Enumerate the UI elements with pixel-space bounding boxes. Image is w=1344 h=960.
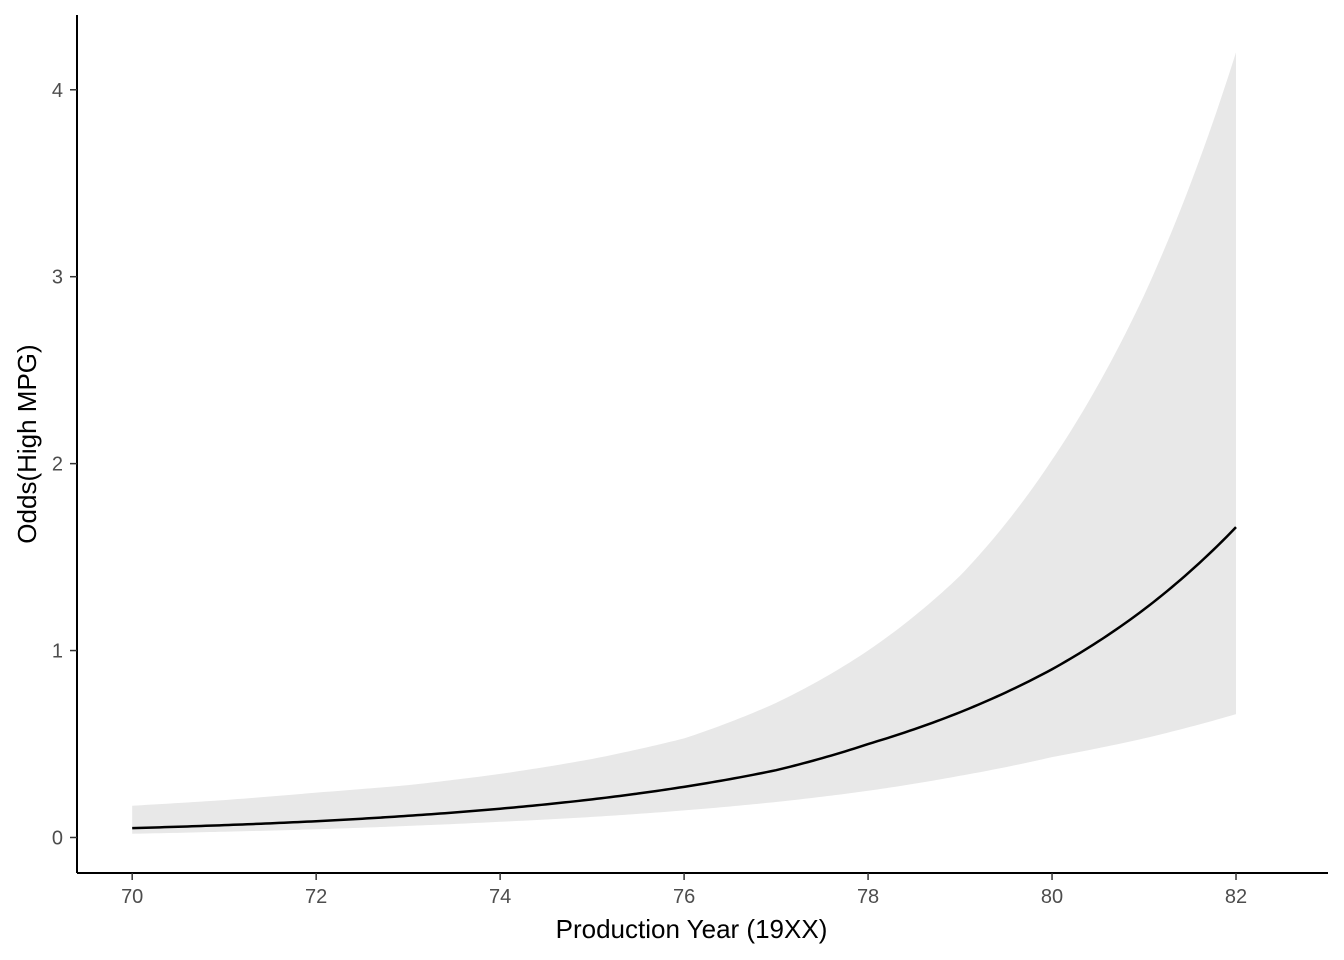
y-tick-label: 1 (52, 641, 63, 663)
series-line-0 (132, 526, 1237, 830)
x-axis-title: Production Year (19XX) (556, 914, 828, 944)
fit-line-layer (132, 526, 1237, 830)
confidence-band (132, 52, 1237, 834)
y-tick-label: 3 (52, 267, 63, 289)
x-tick-label: 74 (489, 886, 511, 908)
x-tick-label: 72 (305, 886, 327, 908)
x-tick-label: 78 (857, 886, 879, 908)
confidence-band-layer (132, 52, 1237, 834)
y-tick-label: 0 (52, 827, 63, 849)
y-tick-label: 4 (52, 80, 63, 102)
y-tick-label: 2 (52, 454, 63, 476)
x-tick-label: 76 (673, 886, 695, 908)
x-tick-label: 82 (1225, 886, 1247, 908)
y-axis-title: Odds(High MPG) (12, 344, 42, 543)
x-tick-label: 80 (1041, 886, 1063, 908)
x-tick-label: 70 (121, 886, 143, 908)
axes (76, 15, 1328, 874)
y-ticks: 0 1 2 3 4 (52, 80, 77, 849)
x-ticks: 70 72 74 76 78 80 82 (121, 873, 1247, 908)
